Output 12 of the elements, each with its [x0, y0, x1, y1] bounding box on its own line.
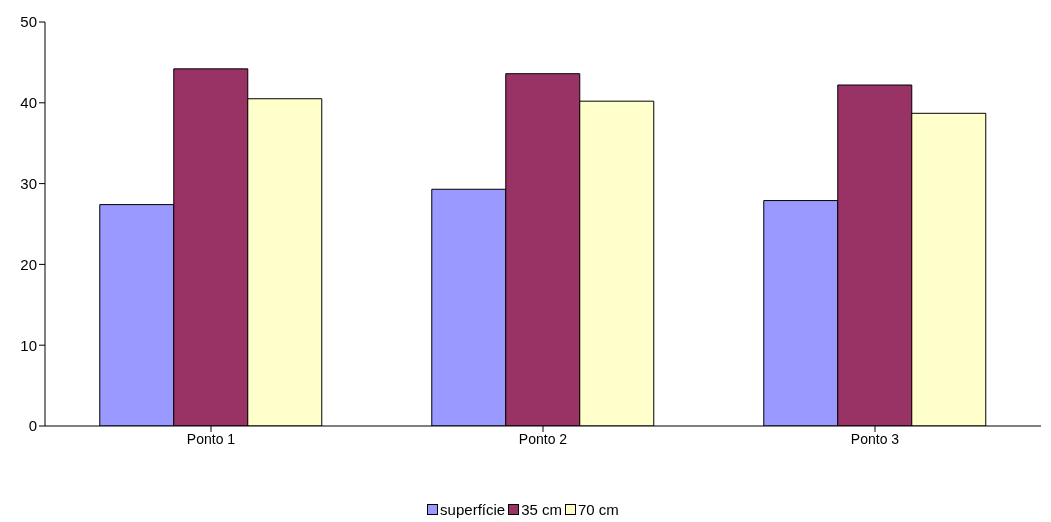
- y-tick-label: 10: [20, 336, 37, 354]
- x-tick-label: Ponto 2: [518, 430, 568, 447]
- x-tick-label: Ponto 3: [850, 430, 900, 447]
- y-tick-label: 20: [20, 255, 37, 273]
- legend-label: superfície: [439, 501, 506, 518]
- y-tick-label: 40: [20, 94, 37, 112]
- y-tick-label: 50: [20, 13, 37, 31]
- y-tick-label: 0: [28, 417, 37, 435]
- x-tick-label: Ponto 1: [186, 430, 236, 447]
- legend-label: 35 cm: [520, 501, 563, 518]
- legend-label: 70 cm: [577, 501, 619, 518]
- y-tick-label: 30: [20, 174, 37, 192]
